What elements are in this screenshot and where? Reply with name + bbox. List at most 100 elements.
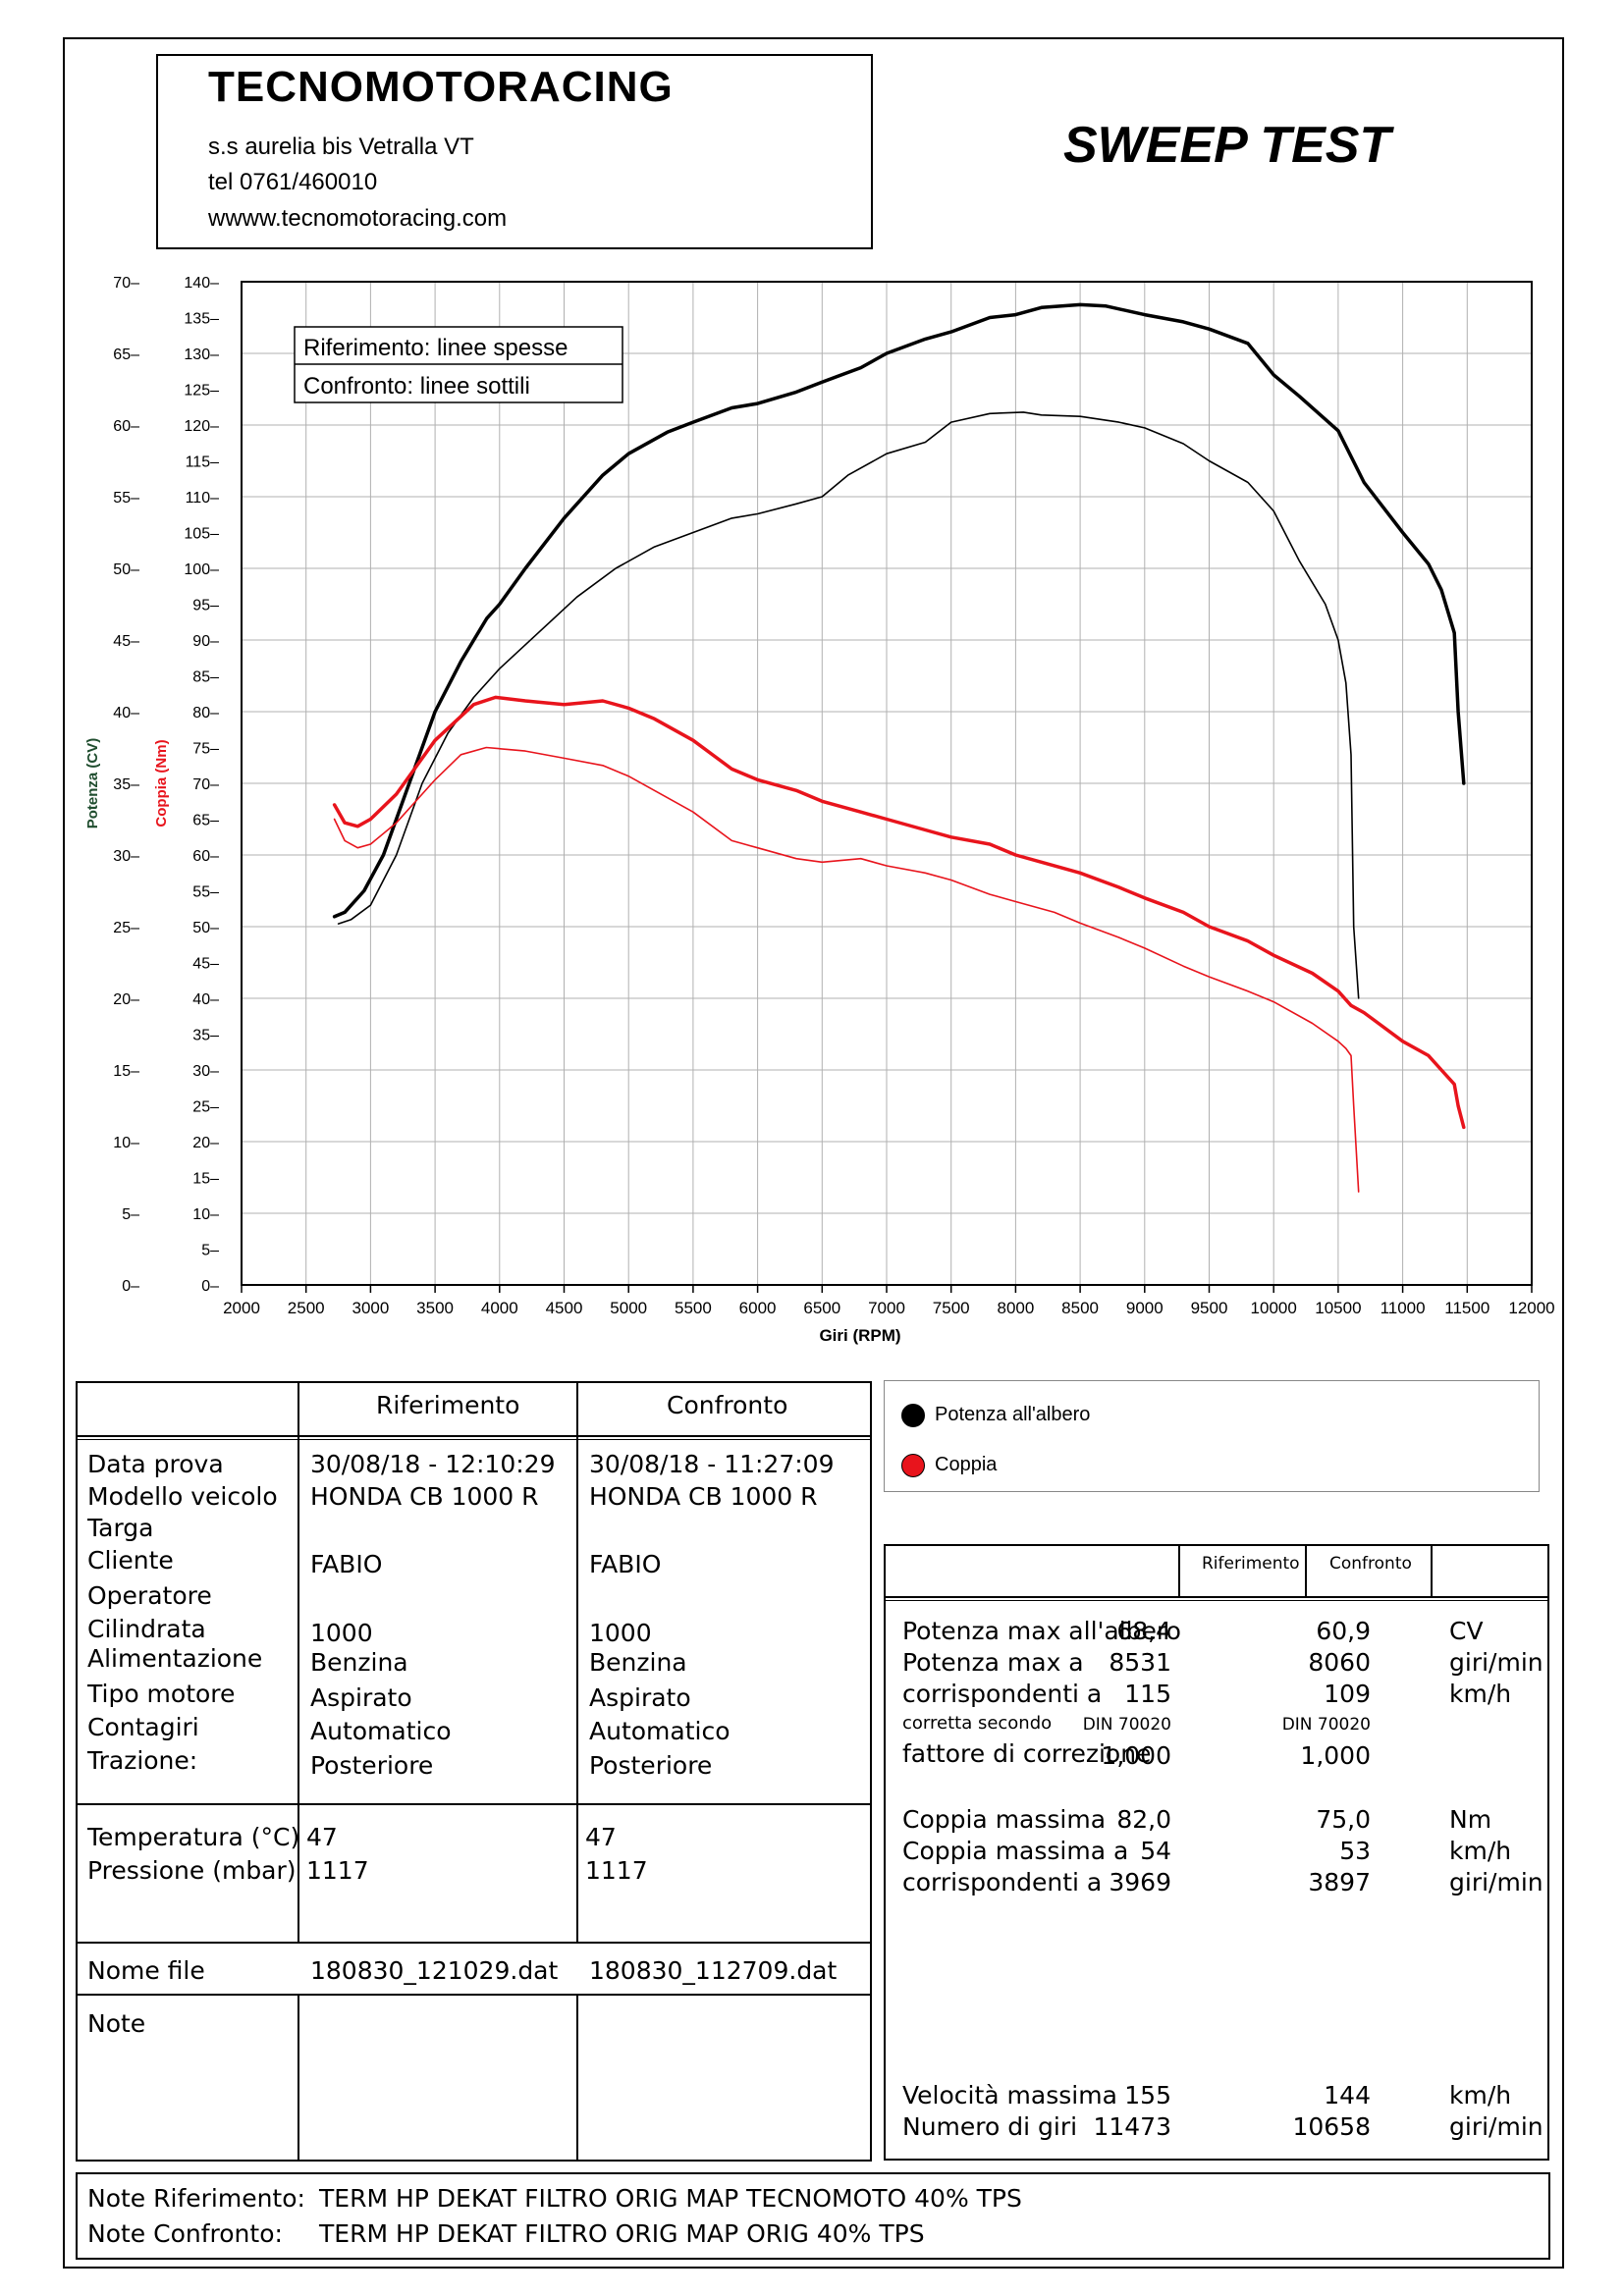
power-tick-label: 40– [113, 705, 139, 721]
info-col-comparison: Confronto [667, 1391, 788, 1419]
label-temperatura: Temperatura (°C) [87, 1823, 300, 1851]
x-tick-label: 9500 [1191, 1299, 1228, 1317]
run-notes: Note Riferimento: TERM HP DEKAT FILTRO O… [76, 2172, 1550, 2260]
annotation-reference: Riferimento: linee spesse [303, 335, 568, 361]
x-tick-label: 10500 [1315, 1299, 1361, 1317]
torque-tick-label: 20– [192, 1135, 219, 1151]
result-unit-torque-speed: km/h [1449, 1837, 1512, 1865]
label-cilindrata: Cilindrata [87, 1615, 206, 1643]
result-label-power-rpm: Potenza max a [902, 1648, 1084, 1677]
torque-tick-label: 75– [192, 741, 219, 758]
table-divider [576, 1994, 578, 2161]
label-nome-file: Nome file [87, 1956, 205, 1985]
torque-tick-label: 140– [184, 275, 219, 292]
power-tick-label: 30– [113, 848, 139, 865]
result-conf-torque-rpm: 3897 [1308, 1868, 1371, 1896]
torque-legend-label: Coppia [935, 1454, 998, 1475]
result-ref-power-max: 68,4 [1116, 1617, 1171, 1645]
result-label-power-speed: corrispondenti a [902, 1680, 1103, 1708]
result-ref-torque-rpm: 3969 [1109, 1868, 1171, 1896]
torque-tick-label: 30– [192, 1063, 219, 1080]
ref-pressure: 1117 [306, 1856, 369, 1885]
company-phone: tel 0761/460010 [208, 169, 378, 195]
label-note: Note [87, 2009, 146, 2038]
info-col-reference: Riferimento [376, 1391, 520, 1419]
power-tick-label: 25– [113, 920, 139, 936]
conf-engine: Aspirato [589, 1683, 691, 1712]
power-tick-label: 15– [113, 1063, 139, 1080]
table-divider [298, 1383, 299, 1943]
label-modello: Modello veicolo [87, 1482, 278, 1511]
label-targa: Targa [87, 1514, 154, 1542]
torque-tick-label: 60– [192, 848, 219, 865]
ref-rpm-counter: Automatico [310, 1717, 452, 1745]
label-cliente: Cliente [87, 1546, 174, 1575]
company-address: s.s aurelia bis Vetralla VT [208, 133, 474, 160]
dyno-chart: 2000 2500 3000 3500 4000 4500 5000 5500 6000 6500… [84, 275, 1555, 1345]
conf-file: 180830_112709.dat [589, 1956, 838, 1985]
page-frame [63, 37, 1564, 2269]
x-tick-label: 8000 [997, 1299, 1034, 1317]
result-label-torque-rpm: corrispondenti a [902, 1868, 1103, 1896]
x-tick-label: 11000 [1380, 1299, 1426, 1317]
ref-fuel: Benzina [310, 1648, 408, 1677]
result-label-correction-standard: corretta secondo [902, 1713, 1053, 1734]
label-pressione: Pressione (mbar) [87, 1856, 297, 1885]
x-axis-label: Giri (RPM) [819, 1326, 900, 1345]
result-conf-max-speed: 144 [1324, 2081, 1371, 2109]
power-tick-label: 20– [113, 991, 139, 1008]
chart-legend: Potenza all'albero Coppia [884, 1380, 1540, 1492]
x-tick-label: 11500 [1444, 1299, 1489, 1317]
power-tick-label: 60– [113, 418, 139, 435]
x-tick-label: 2500 [288, 1299, 325, 1317]
x-tick-label: 4000 [481, 1299, 518, 1317]
company-name: TECNOMOTORACING [208, 63, 674, 111]
table-header-rule [78, 1435, 870, 1437]
torque-tick-label: 100– [184, 561, 219, 578]
result-conf-power-rpm: 8060 [1308, 1648, 1371, 1677]
x-tick-label: 4500 [546, 1299, 583, 1317]
label-operatore: Operatore [87, 1581, 212, 1610]
notes-ref-text: TERM HP DEKAT FILTRO ORIG MAP TECNOMOTO … [319, 2184, 1022, 2213]
x-tick-label: 6500 [803, 1299, 840, 1317]
ref-temperature: 47 [306, 1823, 338, 1851]
results-col-reference: Riferimento [1202, 1554, 1300, 1574]
power-reference-line [332, 302, 1466, 919]
power-tick-label: 70– [113, 275, 139, 292]
torque-tick-label: 40– [192, 991, 219, 1008]
results-divider [1178, 1546, 1180, 1596]
company-header-box [156, 54, 873, 249]
result-ref-correction-standard: DIN 70020 [1082, 1715, 1171, 1735]
x-tick-label: 3500 [416, 1299, 454, 1317]
conf-model: HONDA CB 1000 R [589, 1482, 818, 1511]
ref-cc: 1000 [310, 1619, 373, 1647]
result-unit-power-speed: km/h [1449, 1680, 1512, 1708]
power-axis-label: Potenza (CV) [84, 738, 101, 829]
result-conf-torque-max: 75,0 [1316, 1805, 1371, 1834]
results-divider [1305, 1546, 1307, 1596]
x-tick-label: 5500 [675, 1299, 712, 1317]
torque-tick-label: 10– [192, 1206, 219, 1223]
table-rule [78, 1942, 870, 1944]
torque-tick-label: 55– [192, 884, 219, 901]
conf-traction: Posteriore [589, 1751, 713, 1780]
conf-date: 30/08/18 - 11:27:09 [589, 1450, 835, 1478]
results-divider [1431, 1546, 1433, 1596]
torque-comparison-line [333, 746, 1360, 1193]
table-rule [78, 1803, 870, 1805]
result-label-torque-max: Coppia massima [902, 1805, 1107, 1834]
result-conf-correction-standard: DIN 70020 [1281, 1715, 1371, 1735]
power-tick-label: 45– [113, 633, 139, 650]
result-conf-correction-factor: 1,000 [1300, 1741, 1371, 1770]
x-tick-label: 7000 [868, 1299, 905, 1317]
result-unit-power-max: CV [1449, 1617, 1484, 1645]
table-divider [576, 1383, 578, 1943]
result-label-power-max: Potenza max all'albero [902, 1617, 1181, 1645]
result-conf-power-max: 60,9 [1316, 1617, 1371, 1645]
result-ref-correction-factor: 1,000 [1101, 1741, 1171, 1770]
result-conf-power-speed: 109 [1324, 1680, 1371, 1708]
torque-axis-label: Coppia (Nm) [153, 739, 170, 827]
power-legend-marker [901, 1404, 925, 1427]
torque-tick-label: 70– [192, 776, 219, 793]
result-ref-torque-max: 82,0 [1116, 1805, 1171, 1834]
